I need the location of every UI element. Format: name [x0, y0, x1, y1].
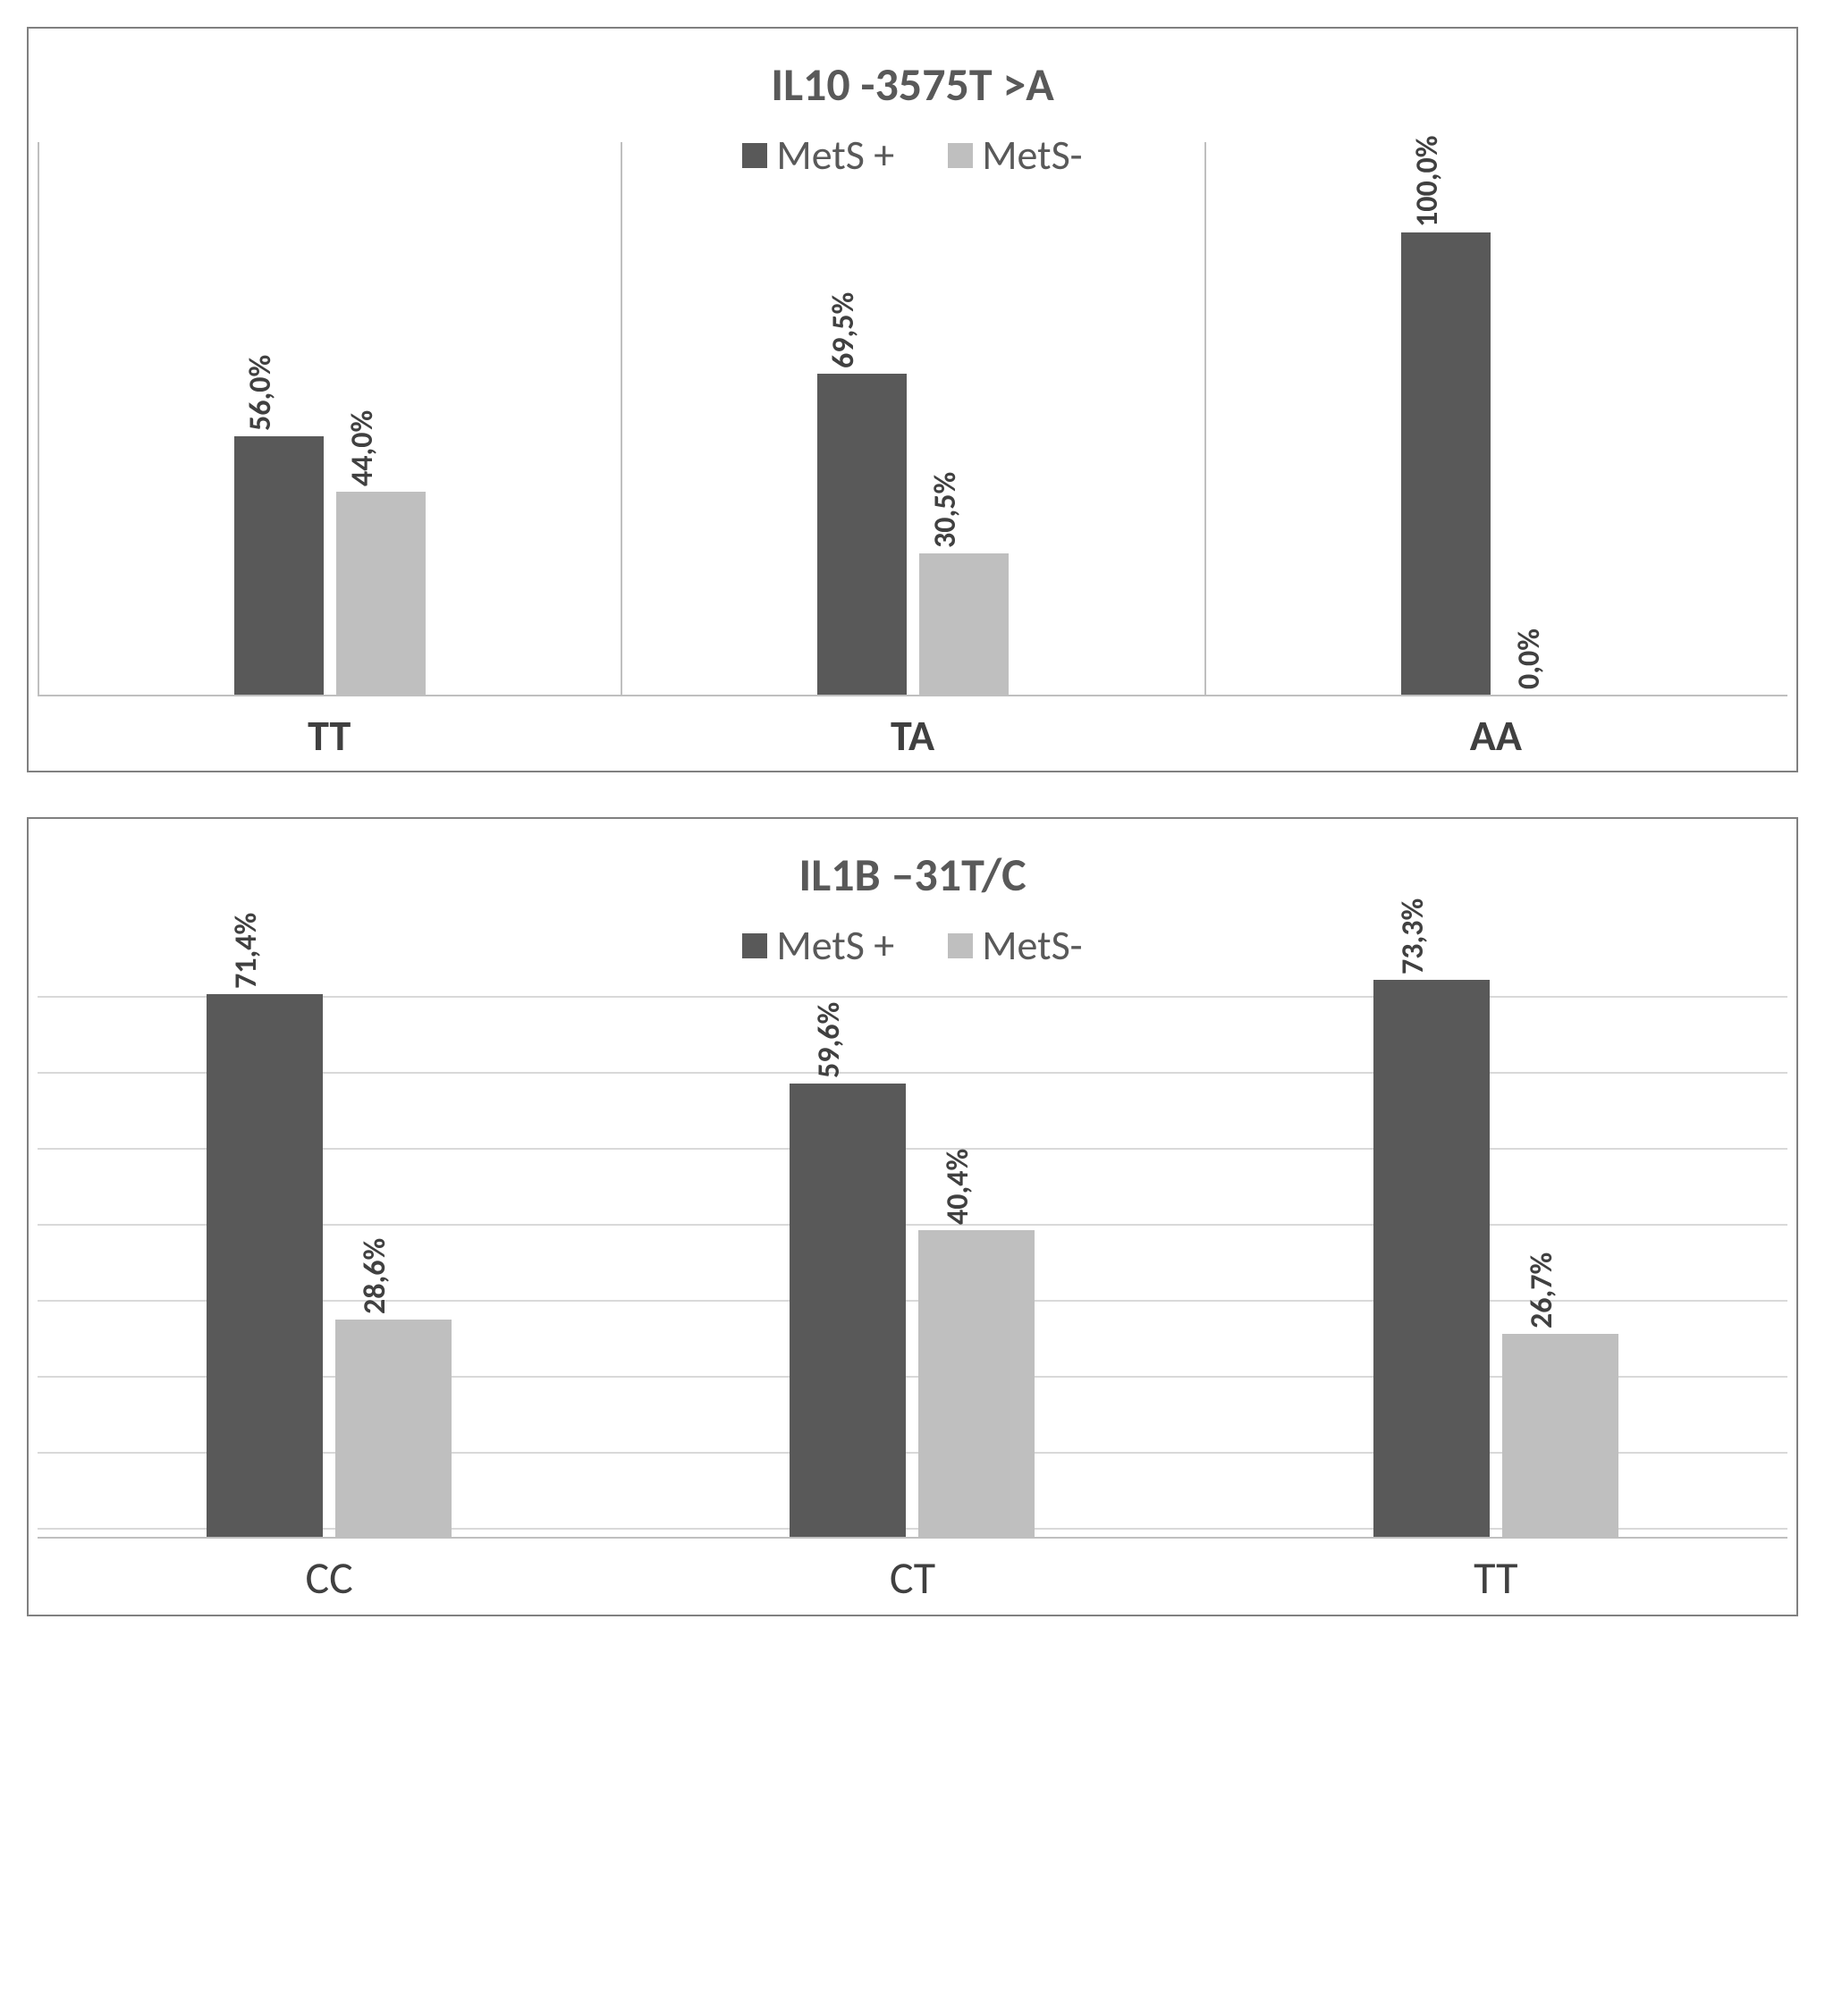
chart1-barlabel-tt-metsminus: 44,0%: [344, 409, 381, 485]
chart-panel-il10: IL10 -3575T >A MetS + MetS- 56,0% 44,0% …: [27, 27, 1798, 772]
chart2-barlabel-ct-metsplus: 59,6%: [811, 1002, 848, 1078]
chart2-bar-ct-metsplus: 59,6%: [790, 1084, 906, 1537]
chart1-catlabel-aa: AA: [1470, 709, 1522, 762]
chart1-group-aa: 100,0% 0,0% AA: [1204, 142, 1787, 762]
chart2-barlabel-ct-metsminus: 40,4%: [940, 1148, 976, 1224]
chart2-bar-tt-metsminus: 26,7%: [1502, 1334, 1618, 1537]
chart2-title: IL1B –31T/C: [38, 846, 1787, 903]
chart1-bar-tt-metsplus: 56,0%: [234, 436, 324, 695]
chart1-bars-aa: 100,0% 0,0%: [1204, 142, 1787, 696]
chart1-bar-aa-metsplus: 100,0%: [1401, 232, 1491, 695]
chart1-bars-ta: 69,5% 30,5%: [621, 142, 1204, 696]
chart1-barlabel-tt-metsplus: 56,0%: [242, 354, 279, 430]
chart2-group-ct: 59,6% 40,4% CT: [621, 931, 1204, 1606]
chart1-catlabel-tt: TT: [308, 709, 351, 762]
chart2-barlabel-tt-metsminus: 26,7%: [1524, 1253, 1560, 1329]
chart1-bars-tt: 56,0% 44,0%: [38, 142, 621, 696]
chart2-bar-cc-metsplus: 71,4%: [207, 994, 323, 1537]
chart1-bar-ta-metsplus: 69,5%: [817, 374, 907, 695]
chart1-plot-area: 56,0% 44,0% TT 69,5% 30,5% TA: [38, 207, 1787, 762]
chart2-barlabel-cc-metsplus: 71,4%: [228, 913, 265, 989]
chart2-catlabel-cc: CC: [306, 1551, 353, 1606]
chart2-bar-tt-metsplus: 73,3%: [1373, 980, 1490, 1537]
chart1-bar-ta-metsminus: 30,5%: [919, 553, 1009, 695]
chart2-group-tt: 73,3% 26,7% TT: [1204, 931, 1787, 1606]
chart1-barlabel-aa-metsplus: 100,0%: [1409, 136, 1446, 227]
chart1-group-tt: 56,0% 44,0% TT: [38, 142, 621, 762]
chart1-barlabel-ta-metsminus: 30,5%: [927, 472, 964, 548]
chart1-group-ta: 69,5% 30,5% TA: [621, 142, 1204, 762]
chart1-barlabel-aa-metsminus: 0,0%: [1511, 628, 1548, 689]
chart1-barlabel-ta-metsplus: 69,5%: [825, 292, 862, 368]
chart2-bars-cc: 71,4% 28,6%: [38, 931, 621, 1539]
chart2-bar-ct-metsminus: 40,4%: [918, 1230, 1035, 1537]
chart2-bars-tt: 73,3% 26,7%: [1204, 931, 1787, 1539]
chart2-bar-cc-metsminus: 28,6%: [335, 1320, 452, 1537]
chart2-group-cc: 71,4% 28,6% CC: [38, 931, 621, 1606]
chart1-title: IL10 -3575T >A: [38, 55, 1787, 113]
chart2-plot-area: 71,4% 28,6% CC 59,6% 40,4% CT: [38, 998, 1787, 1606]
chart2-barlabel-tt-metsplus: 73,3%: [1395, 898, 1432, 974]
chart2-catlabel-ct: CT: [890, 1551, 935, 1606]
chart2-bars-ct: 59,6% 40,4%: [621, 931, 1204, 1539]
chart2-barlabel-cc-metsminus: 28,6%: [357, 1238, 393, 1314]
chart2-catlabel-tt: TT: [1474, 1551, 1517, 1606]
chart1-bar-tt-metsminus: 44,0%: [336, 492, 426, 695]
chart1-catlabel-ta: TA: [891, 709, 934, 762]
chart-panel-il1b: IL1B –31T/C MetS + MetS- 71,4% 2: [27, 817, 1798, 1616]
